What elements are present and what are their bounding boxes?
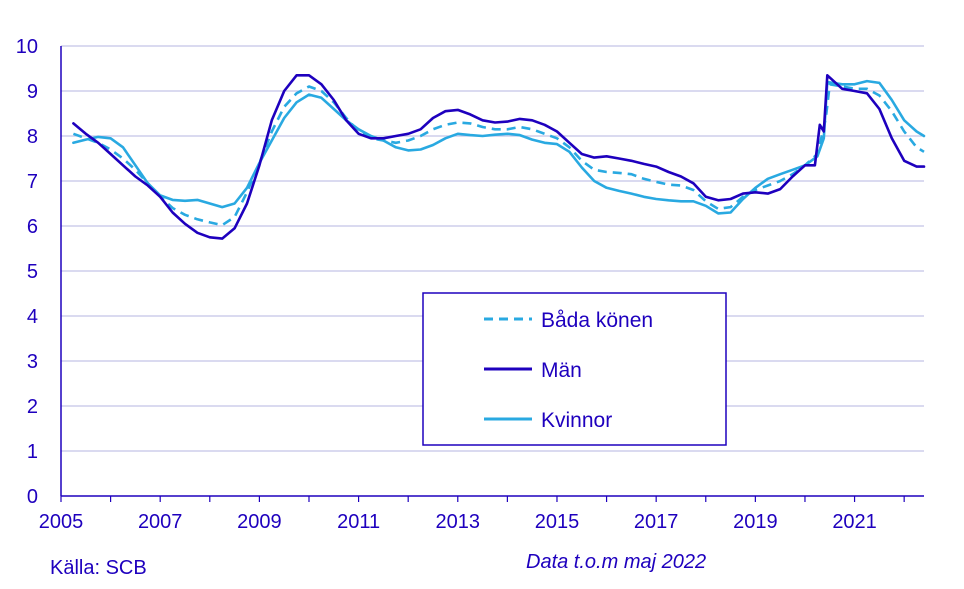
y-tick-2: 2 bbox=[27, 396, 38, 418]
y-tick-4: 4 bbox=[27, 306, 38, 328]
x-tick-2021: 2021 bbox=[832, 511, 877, 533]
legend-label-bada-konen: Båda könen bbox=[541, 309, 653, 332]
legend: Båda könen Män Kvinnor bbox=[422, 292, 727, 446]
y-tick-5: 5 bbox=[27, 261, 38, 283]
y-tick-1: 1 bbox=[27, 441, 38, 463]
y-tick-7: 7 bbox=[27, 171, 38, 193]
y-tick-labels: 0 1 2 3 4 5 6 7 8 9 10 bbox=[16, 36, 38, 508]
legend-label-man: Män bbox=[541, 359, 582, 382]
x-tick-2019: 2019 bbox=[733, 511, 778, 533]
series-line-kvinnor bbox=[72, 79, 926, 215]
y-tick-6: 6 bbox=[27, 216, 38, 238]
gridlines bbox=[61, 45, 924, 452]
series-line-båda-könen bbox=[72, 83, 925, 227]
x-tick-2005: 2005 bbox=[39, 511, 84, 533]
x-tick-2009: 2009 bbox=[237, 511, 282, 533]
y-tick-8: 8 bbox=[27, 126, 38, 148]
source-note: Källa: SCB bbox=[50, 557, 147, 579]
x-tick-labels: 2005 2007 2009 2011 2013 2015 2017 2019 2021 bbox=[39, 511, 877, 533]
series-line-män bbox=[72, 74, 926, 240]
x-tick-2013: 2013 bbox=[436, 511, 481, 533]
axes bbox=[60, 46, 924, 502]
data-range-note: Data t.o.m maj 2022 bbox=[526, 551, 707, 573]
y-tick-0: 0 bbox=[27, 486, 38, 508]
x-tick-2015: 2015 bbox=[535, 511, 580, 533]
y-tick-3: 3 bbox=[27, 351, 38, 373]
x-tick-2017: 2017 bbox=[634, 511, 679, 533]
legend-box bbox=[422, 292, 727, 446]
x-tick-2007: 2007 bbox=[138, 511, 183, 533]
y-tick-10: 10 bbox=[16, 36, 38, 58]
y-tick-9: 9 bbox=[27, 81, 38, 103]
series-lines bbox=[72, 74, 926, 240]
legend-label-kvinnor: Kvinnor bbox=[541, 409, 612, 432]
x-tick-2011: 2011 bbox=[337, 511, 380, 533]
